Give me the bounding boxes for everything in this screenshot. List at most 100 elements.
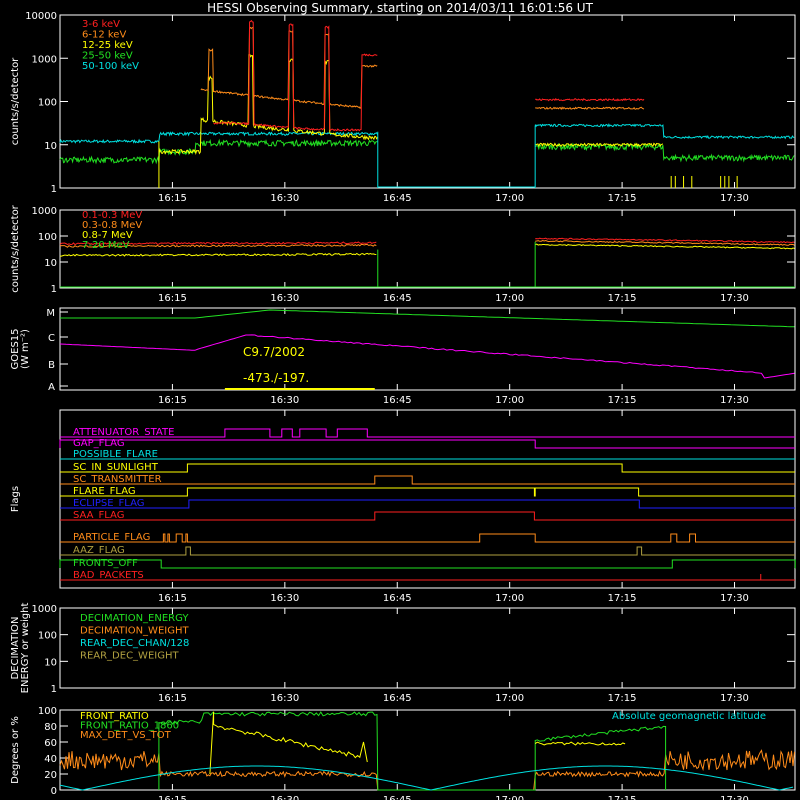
series-3-6kev-2 [535, 97, 645, 102]
series-50-100kev [59, 131, 378, 144]
front-ratio-1860 [158, 711, 667, 791]
front-ratio-2 [534, 741, 626, 746]
panel-flags: 16:15 16:30 16:45 17:00 17:15 17:30 Flags ATTEN… [10, 409, 796, 604]
legend-entry: 3-6 keV [82, 19, 120, 30]
x-tick-label: 16:45 [383, 293, 412, 304]
x-tick-label: 16:30 [270, 395, 299, 406]
y-tick-label: 1000 [32, 604, 57, 615]
legend-entry: 50-100 keV [82, 61, 139, 72]
panel-goes-ylabel: GOES15 [10, 328, 21, 369]
legend-entry: Absolute geomagnetic latitude [612, 711, 766, 722]
flag-label: SC_IN_SUNLIGHT [73, 462, 159, 473]
legend-entry: 0.3-0.8 MeV [82, 220, 142, 231]
legend-entry: FRONT_RATIO_1860 [80, 721, 179, 732]
flag-trace [60, 511, 795, 521]
legend-entry: DECIMATION_ENERGY [80, 613, 189, 624]
y-tick-label: 100 [38, 232, 57, 243]
legend-entry: 0.1-0.3 MeV [82, 210, 142, 221]
max-det-vs-tot [59, 749, 795, 791]
flag-label: GAP_FLAG [73, 438, 125, 449]
flag-trace [59, 559, 796, 569]
gamma-series [59, 241, 377, 246]
x-tick-label: 16:30 [270, 293, 299, 304]
panel-decim-ylabel-2: ENERGY or weight [20, 603, 31, 694]
y-tick-label: M [46, 308, 55, 319]
gamma-series [534, 243, 795, 250]
legend-entry: MAX_DET_VS_TOT [80, 730, 172, 741]
goes-annotation-class: C9.7/2002 [243, 345, 305, 359]
x-tick-label: 17:00 [495, 593, 524, 604]
panel-decim-ylabel: DECIMATION [10, 616, 21, 679]
x-tick-label: 16:45 [383, 395, 412, 406]
flag-label: PARTICLE_FLAG [73, 532, 150, 543]
y-tick-label: 60 [44, 738, 57, 749]
x-tick-label: 17:30 [720, 693, 749, 704]
series-25-50kev-2 [534, 142, 795, 163]
figure-title: HESSI Observing Summary, starting on 201… [207, 1, 593, 15]
y-tick-label: B [48, 360, 55, 371]
flag-label: SAA_FLAG [73, 510, 124, 521]
x-tick-label: 16:15 [158, 395, 187, 406]
x-tick-label: 17:00 [495, 795, 524, 800]
flag-label: SC_TRANSMITTER [73, 474, 162, 485]
panel-hxr: 16:15 16:30 16:45 17:00 17:15 17:30 1 10 100 1000… [10, 11, 796, 204]
goes-low-channel [60, 309, 795, 328]
flag-label: POSSIBLE_FLARE [73, 449, 158, 460]
panel-decim-frame [59, 607, 796, 689]
y-tick-label: 1 [51, 184, 57, 195]
flag-trace [59, 439, 795, 449]
series-12-25kev [158, 53, 378, 156]
y-tick-label: 100 [38, 98, 57, 109]
x-tick-label: 16:15 [158, 795, 187, 800]
y-tick-label: 10 [44, 258, 57, 269]
panel-decim: 16:15 16:30 16:45 17:00 17:15 17:30 1 10 100 1000… [10, 603, 796, 704]
panel-ratio: 16:15 16:30 16:45 17:00 17:15 17:30 0 20 40 60 80 1… [10, 706, 796, 800]
y-tick-label: 10 [44, 141, 57, 152]
legend-entry: FRONT_RATIO [80, 711, 149, 722]
x-tick-label: 17:15 [608, 795, 637, 800]
x-tick-label: 17:30 [720, 795, 749, 800]
legend-entry: 7-20 MeV [82, 240, 130, 251]
panel-flags-frame [59, 409, 796, 589]
goes-annotation-position: -473./-197. [243, 371, 309, 385]
panel-gamma-ylabel: counts/s/detector [10, 204, 21, 292]
series-12-25kev-2 [535, 142, 664, 148]
gamma-series [535, 239, 795, 246]
x-tick-label: 17:15 [608, 395, 637, 406]
x-tick-label: 17:00 [495, 293, 524, 304]
y-tick-label: 100 [38, 706, 57, 717]
y-tick-label: 1000 [32, 206, 57, 217]
geomagnetic-latitude [59, 765, 794, 791]
y-tick-label: 1 [51, 284, 57, 295]
legend-entry: 25-50 keV [82, 51, 133, 62]
x-tick-label: 17:00 [495, 693, 524, 704]
series-3-6kev [213, 19, 378, 132]
legend-entry: 0.8-7 MeV [82, 230, 133, 241]
x-tick-label: 16:45 [383, 593, 412, 604]
panel-gamma-frame [59, 209, 796, 289]
gamma-series [59, 243, 377, 248]
x-tick-label: 16:15 [158, 293, 187, 304]
y-tick-label: 10000 [25, 11, 57, 22]
series-50-100kev-2 [534, 123, 795, 140]
legend-entry: REAR_DEC_CHAN/128 [80, 638, 189, 649]
panel-hxr-ylabel: counts/s/detector [10, 57, 21, 145]
flag-label: ATTENUATOR_STATE [73, 427, 174, 438]
y-tick-label: 20 [44, 770, 57, 781]
flag-label: FLARE_FLAG [73, 486, 136, 497]
front-ratio [209, 711, 368, 775]
y-tick-label: C [48, 333, 55, 344]
x-tick-label: 17:15 [608, 293, 637, 304]
y-tick-label: 0 [51, 786, 57, 797]
flag-label: ECLIPSE_FLAG [73, 498, 144, 509]
panel-goes: 16:15 16:30 16:45 17:00 17:15 17:30 AB C M GOES15… [10, 307, 796, 406]
flag-trace [60, 546, 795, 556]
y-tick-label: 80 [44, 722, 57, 733]
flag-label: BAD_PACKETS [73, 570, 144, 581]
panel-ratio-ylabel: Degrees or % [10, 716, 21, 784]
flag-label: AAZ_FLAG [73, 545, 125, 556]
flag-label: FRONTS_OFF [73, 558, 138, 569]
gamma-series [535, 237, 795, 244]
panel-flags-ylabel: Flags [10, 486, 21, 512]
y-tick-label: 40 [44, 754, 57, 765]
